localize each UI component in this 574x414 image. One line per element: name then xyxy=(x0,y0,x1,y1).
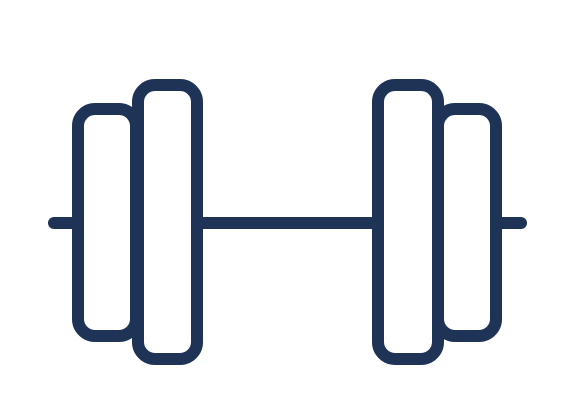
right-outer-plate xyxy=(432,103,502,342)
right-inner-plate xyxy=(372,79,444,365)
left-inner-plate xyxy=(132,79,203,365)
left-outer-plate xyxy=(72,103,142,342)
